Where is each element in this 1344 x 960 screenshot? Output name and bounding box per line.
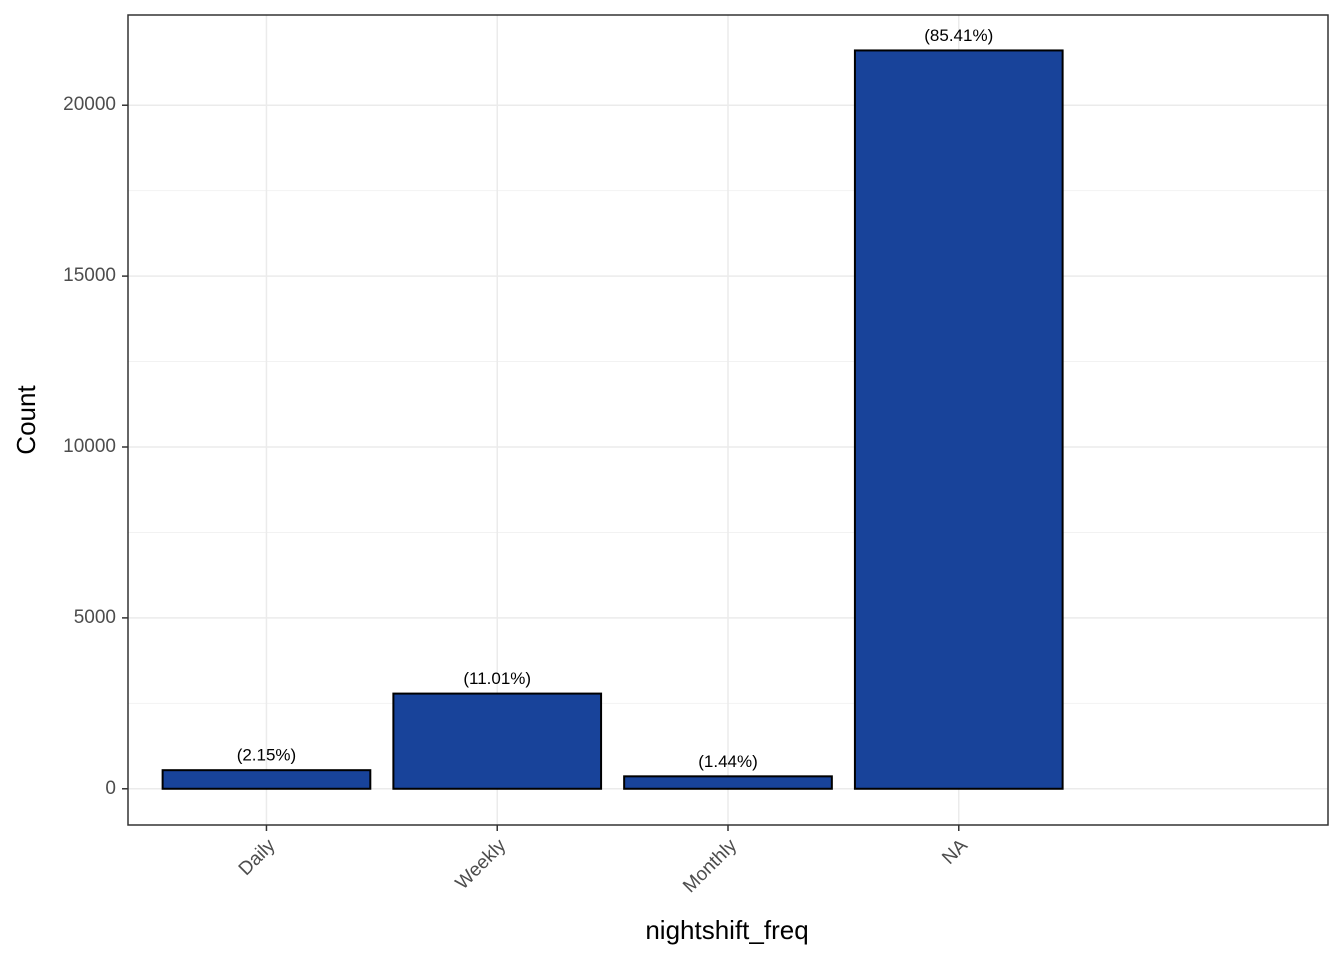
bar — [392, 692, 603, 790]
bar-label: (1.44%) — [698, 752, 758, 771]
y-tick-label: 20000 — [63, 94, 116, 115]
bar-label: (85.41%) — [924, 26, 993, 45]
bar — [161, 769, 372, 790]
bar-label: (2.15%) — [237, 746, 297, 765]
y-tick-label: 0 — [105, 778, 116, 799]
bar — [623, 775, 833, 790]
y-tick-label: 15000 — [63, 265, 116, 286]
bar-label: (11.01%) — [463, 669, 531, 688]
panel-border — [127, 14, 1329, 826]
x-axis-title: nightshift_freq — [645, 915, 808, 945]
bar — [853, 49, 1064, 790]
y-tick-label: 10000 — [63, 436, 116, 457]
y-tick-label: 5000 — [74, 607, 116, 628]
y-axis-title: Count — [11, 385, 41, 455]
